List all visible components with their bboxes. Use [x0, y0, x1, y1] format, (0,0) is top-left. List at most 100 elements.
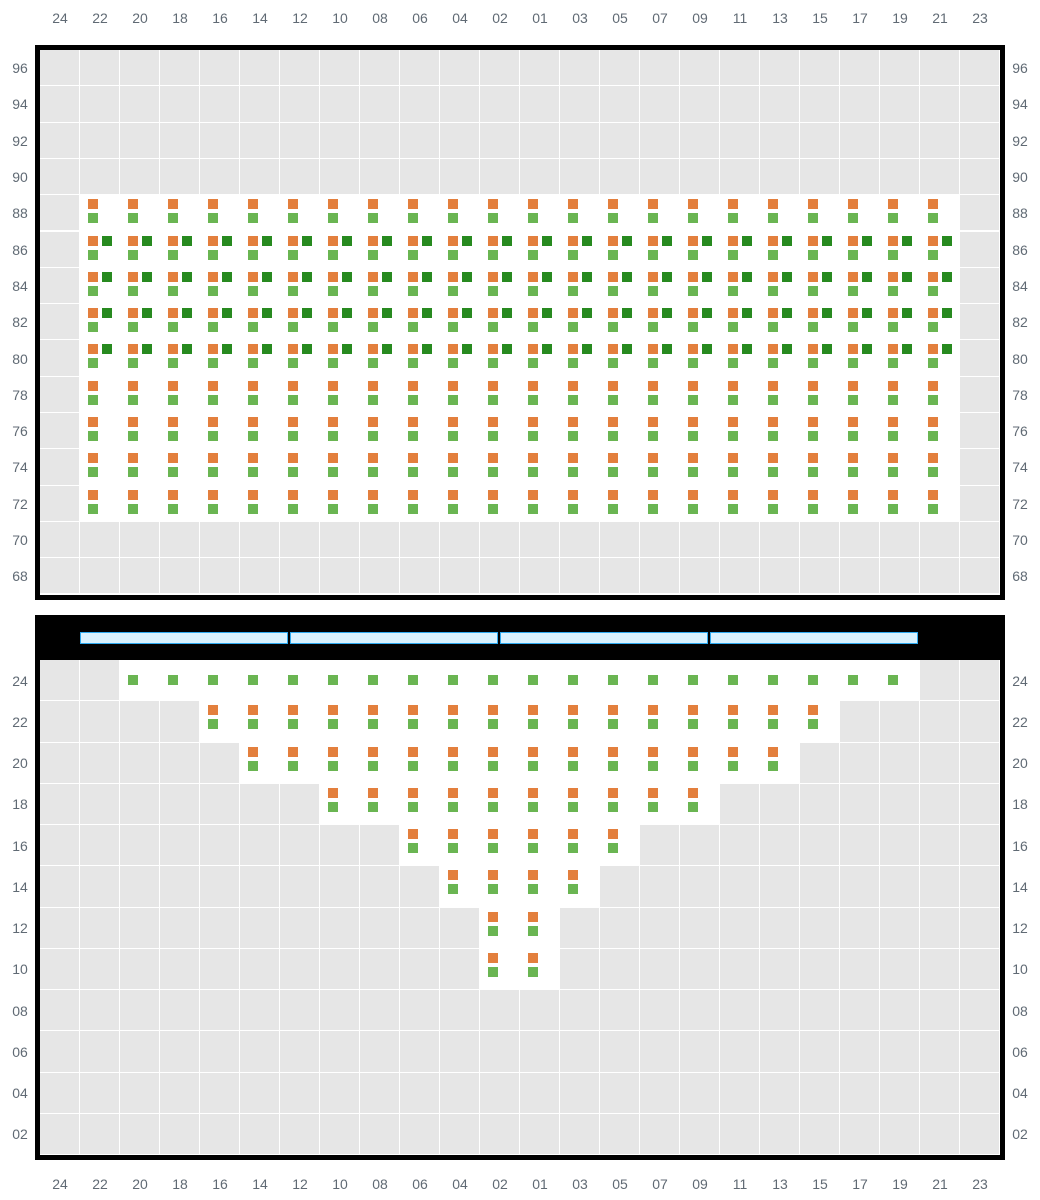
- rack-slot[interactable]: [600, 701, 639, 741]
- rack-slot[interactable]: [480, 304, 519, 339]
- rack-slot[interactable]: [600, 304, 639, 339]
- rack-slot[interactable]: [360, 195, 399, 230]
- rack-slot[interactable]: [720, 195, 759, 230]
- rack-slot[interactable]: [720, 304, 759, 339]
- rack-slot[interactable]: [880, 268, 919, 303]
- rack-slot[interactable]: [600, 449, 639, 484]
- rack-slot[interactable]: [360, 486, 399, 521]
- rack-slot[interactable]: [80, 304, 119, 339]
- rack-slot[interactable]: [600, 377, 639, 412]
- rack-slot[interactable]: [160, 340, 199, 375]
- rack-slot[interactable]: [640, 195, 679, 230]
- rack-slot[interactable]: [800, 232, 839, 267]
- rack-slot[interactable]: [640, 486, 679, 521]
- rack-slot[interactable]: [360, 377, 399, 412]
- rack-slot[interactable]: [760, 701, 799, 741]
- rack-slot[interactable]: [160, 195, 199, 230]
- rack-slot[interactable]: [280, 340, 319, 375]
- rack-slot[interactable]: [440, 195, 479, 230]
- rack-slot[interactable]: [840, 232, 879, 267]
- rack-slot[interactable]: [360, 304, 399, 339]
- rack-slot[interactable]: [520, 743, 559, 783]
- rack-slot[interactable]: [520, 304, 559, 339]
- rack-slot[interactable]: [720, 268, 759, 303]
- rack-slot[interactable]: [280, 701, 319, 741]
- rack-slot[interactable]: [400, 377, 439, 412]
- rack-slot[interactable]: [840, 377, 879, 412]
- divider-band[interactable]: [290, 632, 498, 644]
- rack-slot[interactable]: [240, 195, 279, 230]
- rack-slot[interactable]: [240, 340, 279, 375]
- rack-slot[interactable]: [280, 377, 319, 412]
- rack-slot[interactable]: [320, 377, 359, 412]
- rack-slot[interactable]: [440, 232, 479, 267]
- rack-slot[interactable]: [760, 413, 799, 448]
- rack-slot[interactable]: [560, 701, 599, 741]
- rack-slot[interactable]: [320, 449, 359, 484]
- rack-slot[interactable]: [840, 660, 879, 700]
- rack-slot[interactable]: [480, 268, 519, 303]
- rack-slot[interactable]: [120, 304, 159, 339]
- rack-slot[interactable]: [480, 949, 519, 989]
- rack-slot[interactable]: [640, 304, 679, 339]
- rack-slot[interactable]: [800, 486, 839, 521]
- rack-slot[interactable]: [800, 701, 839, 741]
- rack-slot[interactable]: [480, 413, 519, 448]
- rack-slot[interactable]: [80, 377, 119, 412]
- rack-slot[interactable]: [680, 232, 719, 267]
- rack-slot[interactable]: [80, 449, 119, 484]
- rack-slot[interactable]: [400, 743, 439, 783]
- rack-slot[interactable]: [280, 660, 319, 700]
- rack-slot[interactable]: [200, 377, 239, 412]
- rack-slot[interactable]: [880, 304, 919, 339]
- rack-slot[interactable]: [280, 743, 319, 783]
- rack-slot[interactable]: [240, 743, 279, 783]
- rack-slot[interactable]: [320, 743, 359, 783]
- rack-slot[interactable]: [840, 304, 879, 339]
- rack-slot[interactable]: [240, 660, 279, 700]
- rack-slot[interactable]: [400, 195, 439, 230]
- rack-slot[interactable]: [560, 743, 599, 783]
- rack-slot[interactable]: [440, 340, 479, 375]
- rack-slot[interactable]: [680, 413, 719, 448]
- rack-slot[interactable]: [760, 377, 799, 412]
- rack-slot[interactable]: [680, 195, 719, 230]
- divider-band[interactable]: [500, 632, 708, 644]
- rack-slot[interactable]: [720, 413, 759, 448]
- rack-slot[interactable]: [400, 449, 439, 484]
- rack-slot[interactable]: [640, 340, 679, 375]
- rack-slot[interactable]: [480, 866, 519, 906]
- rack-slot[interactable]: [320, 340, 359, 375]
- rack-slot[interactable]: [560, 268, 599, 303]
- rack-slot[interactable]: [520, 701, 559, 741]
- rack-slot[interactable]: [160, 377, 199, 412]
- rack-slot[interactable]: [680, 743, 719, 783]
- rack-slot[interactable]: [920, 377, 959, 412]
- rack-slot[interactable]: [360, 413, 399, 448]
- rack-slot[interactable]: [200, 195, 239, 230]
- rack-slot[interactable]: [400, 825, 439, 865]
- rack-slot[interactable]: [360, 449, 399, 484]
- rack-slot[interactable]: [560, 825, 599, 865]
- rack-slot[interactable]: [880, 486, 919, 521]
- rack-slot[interactable]: [720, 486, 759, 521]
- rack-slot[interactable]: [520, 340, 559, 375]
- rack-slot[interactable]: [920, 413, 959, 448]
- rack-slot[interactable]: [440, 825, 479, 865]
- rack-slot[interactable]: [720, 743, 759, 783]
- rack-slot[interactable]: [480, 701, 519, 741]
- rack-slot[interactable]: [840, 268, 879, 303]
- rack-slot[interactable]: [800, 377, 839, 412]
- rack-slot[interactable]: [480, 232, 519, 267]
- rack-slot[interactable]: [520, 784, 559, 824]
- rack-slot[interactable]: [760, 232, 799, 267]
- rack-slot[interactable]: [680, 304, 719, 339]
- rack-slot[interactable]: [240, 701, 279, 741]
- rack-slot[interactable]: [560, 486, 599, 521]
- rack-slot[interactable]: [280, 195, 319, 230]
- rack-slot[interactable]: [720, 377, 759, 412]
- rack-slot[interactable]: [520, 268, 559, 303]
- rack-slot[interactable]: [280, 486, 319, 521]
- rack-slot[interactable]: [240, 304, 279, 339]
- rack-slot[interactable]: [680, 268, 719, 303]
